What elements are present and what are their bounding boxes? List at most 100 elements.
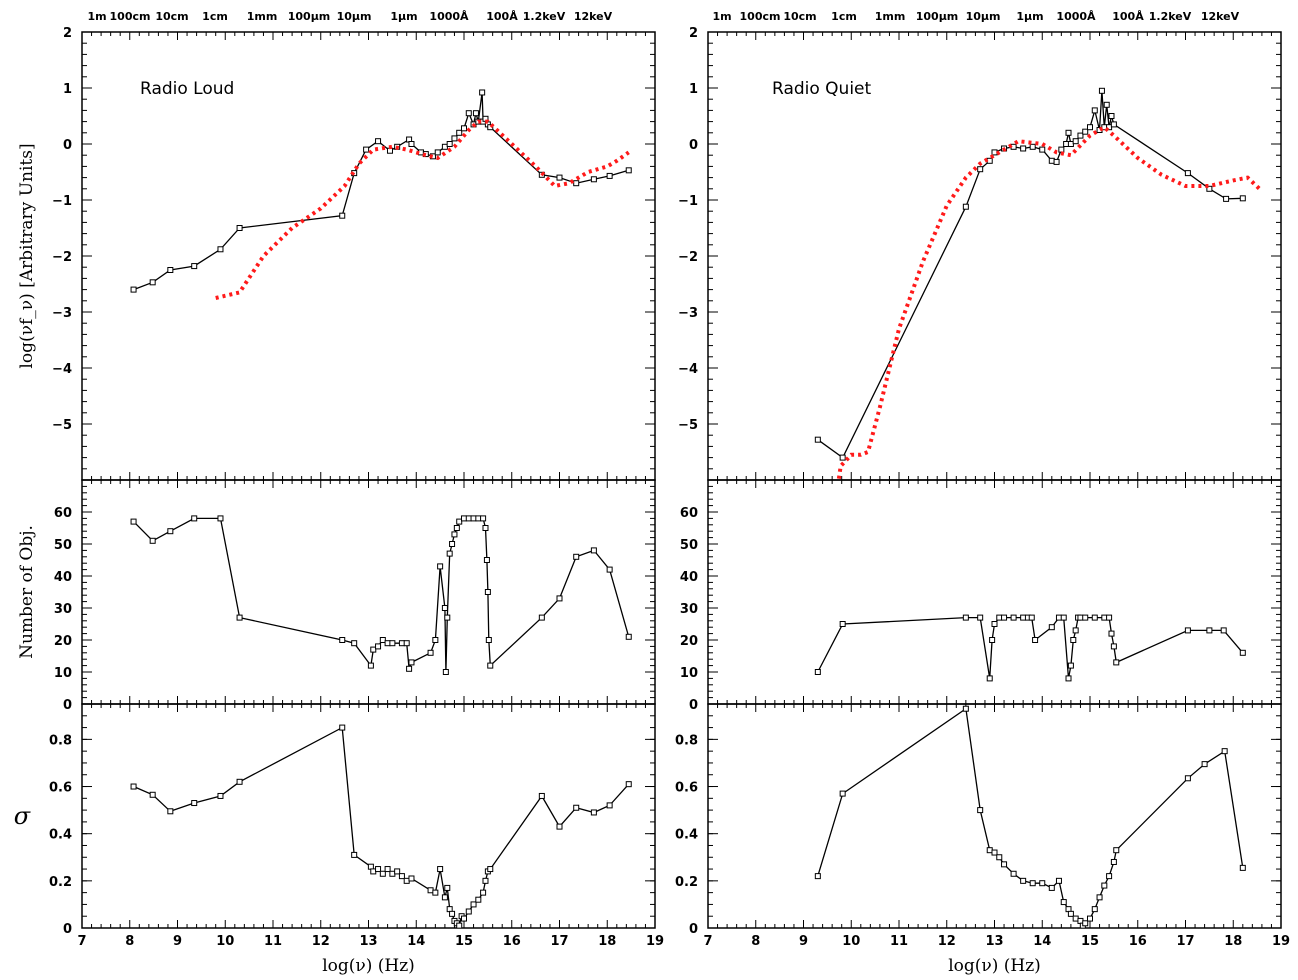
sigma-point: [1101, 882, 1108, 889]
sigma-point: [456, 922, 463, 928]
panel-frame: [707, 703, 1282, 929]
mean-sed-point: [363, 146, 370, 153]
wavelength-label: 10μm: [966, 10, 1001, 23]
count-point: [1110, 643, 1117, 650]
x-tick-label: 14: [1033, 934, 1051, 949]
count-point: [590, 547, 597, 554]
mean-sed-point: [1239, 195, 1246, 202]
wavelength-label: 1μm: [1016, 10, 1043, 23]
mean-sed-point: [130, 286, 137, 293]
count-point: [1001, 614, 1008, 621]
mean-sed-point: [573, 180, 580, 187]
sigma-point: [1201, 761, 1208, 768]
sigma-point: [1096, 894, 1103, 901]
count-point: [487, 662, 494, 669]
count-point: [1220, 627, 1227, 634]
y-tick-label: −1: [52, 194, 72, 209]
mean-sed-point: [1091, 107, 1098, 114]
wavelength-label: 1mm: [247, 10, 278, 23]
mean-sed-point: [451, 135, 458, 142]
count-point: [1060, 614, 1067, 621]
count-panel-radio-quiet: 0 10 20 30 40 50 60: [680, 479, 1282, 713]
count-point: [351, 640, 358, 647]
panel-frame: [81, 479, 656, 705]
mean-sed-point: [1108, 113, 1115, 119]
count-point: [432, 637, 439, 643]
count-point: [1077, 614, 1084, 621]
sigma-point: [339, 724, 346, 731]
y-tick-label: 50: [54, 538, 72, 553]
y-tick-label: 0: [689, 138, 698, 153]
y-tick-label: 0.4: [49, 828, 72, 843]
y-tick-label: 50: [680, 538, 698, 553]
wavelength-label: 100cm: [740, 10, 781, 23]
x-tick-label: 10: [216, 934, 234, 949]
sigma-point: [814, 873, 821, 880]
sigma-point: [379, 870, 386, 877]
sigma-point: [1106, 873, 1113, 880]
mean-sed-point: [441, 143, 448, 150]
mean-sed-point: [1053, 158, 1060, 165]
sigma-point: [403, 877, 410, 884]
y-tick-label: 0: [63, 698, 72, 713]
panel-annotation: Radio Quiet: [772, 79, 872, 99]
sigma-point: [437, 866, 444, 873]
count-point: [1106, 614, 1113, 621]
y-tick-label: 20: [680, 634, 698, 649]
sigma-point: [991, 849, 998, 856]
sigma-point: [538, 792, 545, 799]
count-point: [625, 633, 632, 640]
y-tick-label: 0: [63, 922, 72, 937]
sigma-point: [465, 908, 472, 915]
mean-sed-point: [461, 125, 467, 132]
sigma-point: [375, 866, 382, 873]
mean-sed-point: [839, 454, 846, 461]
count-point: [408, 659, 415, 666]
series-group: [814, 614, 1246, 682]
count-point: [1082, 614, 1089, 621]
mean-sed-point: [1039, 146, 1046, 153]
y-tick-label: −3: [678, 306, 698, 321]
mean-sed-point: [472, 110, 479, 117]
sigma-point: [962, 705, 969, 712]
sigma-point: [1029, 880, 1036, 887]
x-tick-label: 17: [1176, 934, 1194, 949]
count-point: [556, 595, 563, 602]
wavelength-label: 12keV: [574, 10, 613, 23]
y-tick-label: −5: [52, 418, 72, 433]
sigma-point: [441, 894, 448, 901]
x-tick-label: 17: [550, 934, 568, 949]
count-point: [461, 515, 467, 522]
mean-sed-point: [1063, 141, 1070, 147]
count-point: [989, 637, 996, 643]
x-tick-label: 19: [1272, 934, 1290, 949]
x-tick-label: 7: [703, 934, 712, 949]
count-point: [339, 637, 346, 643]
mean-sed-point: [1067, 141, 1074, 147]
series-group: [130, 724, 632, 928]
sed-panel-radio-loud: 2 1 0 −1 −2 −3 −4 −5 log(νf_ν) [Arbitrary Units]…: [17, 10, 656, 481]
y-tick-label: −4: [678, 362, 698, 377]
count-point: [814, 669, 821, 675]
x-tick-label: 18: [1224, 934, 1242, 949]
count-point: [1113, 659, 1120, 666]
count-point: [482, 525, 489, 531]
wavelength-label: 1.2keV: [1149, 10, 1192, 23]
sigma-point: [130, 783, 137, 790]
sigma-point: [351, 851, 358, 858]
count-point: [1028, 614, 1035, 621]
sigma-point: [1010, 870, 1017, 877]
count-point: [962, 614, 969, 621]
sigma-point: [1239, 864, 1246, 871]
count-point: [1020, 614, 1027, 621]
count-point: [367, 662, 374, 669]
mean-sed-point: [456, 129, 463, 136]
y-tick-label: 0.4: [675, 828, 698, 843]
count-point: [403, 640, 410, 647]
mean-sed-line: [133, 92, 629, 291]
count-point: [236, 614, 243, 621]
mean-sed-point: [465, 110, 472, 117]
count-point: [149, 537, 156, 544]
x-tick-label: 18: [598, 934, 616, 949]
y-tick-label: −3: [52, 306, 72, 321]
